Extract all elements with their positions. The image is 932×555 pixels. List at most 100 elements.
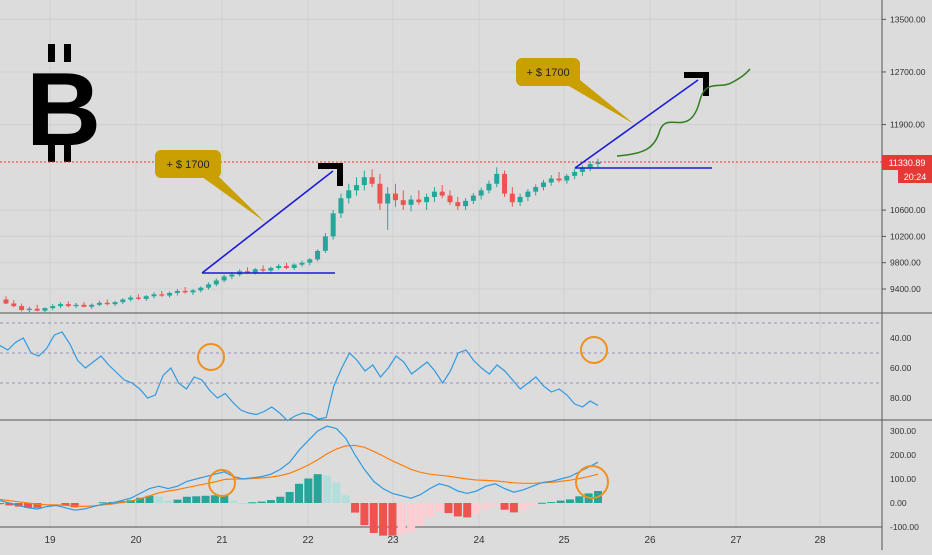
callout-pointer xyxy=(562,80,634,124)
candle-body xyxy=(81,304,87,307)
macd-histogram-bar xyxy=(388,503,397,536)
callout-pointer xyxy=(198,174,265,222)
candle-body xyxy=(509,193,515,203)
arrow-up-right-icon xyxy=(318,163,343,186)
countdown-badge-bg xyxy=(898,170,932,183)
macd-histogram-bar xyxy=(164,500,173,503)
candle-body xyxy=(299,262,305,265)
candle-body xyxy=(447,195,453,203)
candle-body xyxy=(174,290,180,293)
candle-body xyxy=(478,190,484,196)
candle-body xyxy=(330,213,336,237)
candle-body xyxy=(361,177,367,186)
candle-body xyxy=(385,193,391,204)
candle-body xyxy=(229,274,235,277)
candle-body xyxy=(346,190,352,199)
candle-body xyxy=(73,304,79,307)
candle-body xyxy=(3,299,9,304)
callout-box[interactable] xyxy=(516,58,580,86)
axis-labels: 19 20 21 22 23 24 25 26 27 28 13500.00 12700.00 1190… xyxy=(44,14,925,546)
macd-tick-label: 200.00 xyxy=(890,450,916,460)
macd-histogram-bar xyxy=(304,478,313,503)
trend-line[interactable] xyxy=(574,79,699,169)
candle-body xyxy=(470,195,476,201)
macd-histogram-bar xyxy=(220,495,229,503)
candle-body xyxy=(564,175,570,181)
candle-body xyxy=(587,164,593,168)
candle-body xyxy=(167,292,173,296)
candle-body xyxy=(151,294,157,297)
macd-histogram-bar xyxy=(313,474,322,503)
macd-histogram-bar xyxy=(98,502,107,504)
macd-tick-label: 0.00 xyxy=(890,498,907,508)
macd-histogram-bar xyxy=(70,503,79,508)
trend-line[interactable] xyxy=(201,170,334,274)
macd-histogram-bar xyxy=(61,503,70,506)
macd-histogram-bar xyxy=(136,497,145,503)
macd-histogram-bar xyxy=(276,496,285,503)
current-price-badge-bg xyxy=(882,155,932,170)
price-tick-label: 9400.00 xyxy=(890,284,921,294)
candle-body xyxy=(58,304,64,307)
macd-histogram-bar xyxy=(210,495,219,503)
callout-1[interactable]: + $ 1700 xyxy=(155,150,265,222)
candle-body xyxy=(416,199,422,203)
macd-histogram-bar xyxy=(248,502,257,504)
macd-histogram-bar xyxy=(285,491,294,503)
price-tick-label: 10200.00 xyxy=(890,231,926,241)
candle-body xyxy=(369,177,375,184)
callout-box[interactable] xyxy=(155,150,221,178)
candle-body xyxy=(307,259,313,263)
candle-body xyxy=(65,304,71,307)
candle-body xyxy=(291,264,297,268)
macd-histogram-bar xyxy=(351,503,360,513)
candle-body xyxy=(276,265,282,268)
price-tick-label: 9800.00 xyxy=(890,258,921,268)
candle-body xyxy=(525,191,531,197)
price-tick-label: 13500.00 xyxy=(890,14,926,24)
macd-histogram-bar xyxy=(379,503,388,536)
macd-histogram-bar xyxy=(397,503,406,534)
candle-body xyxy=(19,306,25,311)
x-tick-label: 23 xyxy=(387,535,399,546)
candle-body xyxy=(135,297,141,299)
highlight-circle xyxy=(197,343,225,371)
callout-2[interactable]: + $ 1700 xyxy=(516,58,634,124)
macd-histogram-bar xyxy=(519,503,528,510)
x-tick-label: 27 xyxy=(730,535,742,546)
candle-body xyxy=(50,306,56,309)
candle-body xyxy=(268,267,274,271)
macd-histogram-bar xyxy=(416,503,425,526)
projection-curve[interactable] xyxy=(616,68,751,157)
candle-body xyxy=(439,191,445,196)
price-tick-label: 10600.00 xyxy=(890,205,926,215)
candle-body xyxy=(455,202,461,207)
macd-histogram-bar xyxy=(565,499,574,503)
candle-body xyxy=(354,185,360,191)
highlight-circle xyxy=(580,336,608,364)
macd-histogram-bar xyxy=(491,503,500,506)
price-axis-background xyxy=(882,0,932,550)
macd-histogram-bar xyxy=(341,495,350,503)
candle-body xyxy=(206,284,212,288)
candle-body xyxy=(431,191,437,197)
candle-body xyxy=(392,193,398,201)
candle-body xyxy=(26,308,32,311)
macd-histogram-bar xyxy=(509,503,518,513)
macd-histogram-bar xyxy=(556,500,565,503)
macd-histogram-bar xyxy=(5,503,14,506)
callout-text: + $ 1700 xyxy=(526,67,569,79)
price-tick-label: 12700.00 xyxy=(890,67,926,77)
candle-body xyxy=(89,304,95,307)
macd-histogram-bar xyxy=(369,503,378,533)
x-tick-label: 22 xyxy=(302,535,314,546)
x-tick-label: 21 xyxy=(216,535,228,546)
x-tick-label: 25 xyxy=(558,535,570,546)
rsi-tick-label: 80.00 xyxy=(890,393,912,403)
candle-body xyxy=(322,236,328,251)
candle-body xyxy=(572,171,578,176)
trend-drawing-1[interactable] xyxy=(201,163,343,274)
macd-histogram-bar xyxy=(407,503,416,532)
